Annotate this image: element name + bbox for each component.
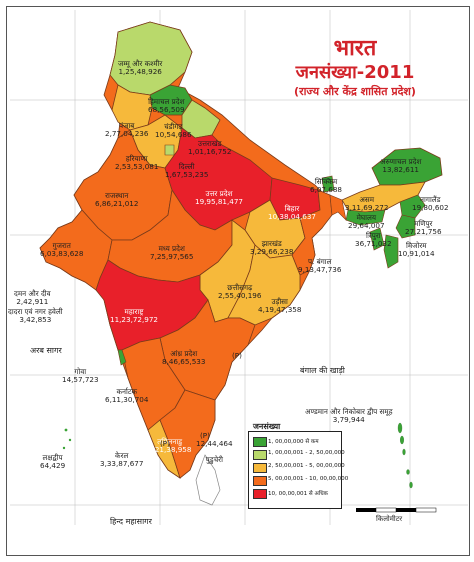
legend-swatch bbox=[253, 437, 267, 447]
label-wb: प. बंगाल 9,13,47,736 bbox=[298, 257, 342, 274]
label-mz: मिजोरम 10,91,014 bbox=[398, 241, 435, 258]
region-tr bbox=[369, 227, 385, 251]
label-ar: अरुणाचल प्रदेश 13,82,611 bbox=[380, 157, 422, 174]
srilanka-outline bbox=[195, 454, 221, 506]
label-hr: हरियाणा 2,53,53,081 bbox=[115, 154, 159, 171]
marker-p1: (P) bbox=[232, 351, 242, 360]
legend-swatch bbox=[253, 489, 267, 499]
legend-item: 5, 00,00,001 - 10, 00,00,000 bbox=[253, 475, 348, 486]
label-jh: झारखंड 3,29,66,238 bbox=[250, 239, 294, 256]
sea-bengal: बंगाल की खाड़ी bbox=[300, 366, 345, 375]
region-nl bbox=[399, 194, 426, 219]
island-lakshadweep bbox=[62, 428, 72, 450]
region-mn bbox=[395, 214, 416, 239]
legend-label: 2, 50,00,001 - 5, 00,00,000 bbox=[268, 463, 345, 469]
label-mp: मध्य प्रदेश 7,25,97,565 bbox=[150, 244, 194, 261]
scale-bar bbox=[356, 507, 437, 513]
legend-item: 2, 50,00,001 - 5, 00,00,000 bbox=[253, 462, 345, 473]
label-ld: लक्षद्वीप 64,429 bbox=[40, 453, 66, 470]
legend-item: 1, 00,00,000 से कम bbox=[253, 436, 341, 447]
label-cg: छत्तीसगढ़ 2,55,40,196 bbox=[218, 283, 262, 300]
label-mn: मणिपुर 27,21,756 bbox=[405, 219, 442, 236]
legend-title: जनसंख्या bbox=[253, 422, 281, 431]
legend-label: 10, 00,00,001 से अधिक bbox=[268, 491, 328, 497]
region-mz bbox=[383, 234, 399, 269]
label-uk: उत्तराखंड 1,01,16,752 bbox=[188, 139, 232, 156]
legend-swatch bbox=[253, 476, 267, 486]
region-tn bbox=[159, 389, 216, 479]
region-od bbox=[227, 244, 301, 326]
marker-p2: (P) bbox=[160, 439, 170, 448]
label-ka: कर्नाटक 6,11,30,704 bbox=[105, 387, 149, 404]
legend-item: 1, 00,00,001 - 2, 50,00,000 bbox=[253, 449, 345, 460]
label-rj: राजस्थान 6,86,21,012 bbox=[95, 191, 139, 208]
legend-item: 10, 00,00,001 से अधिक bbox=[253, 488, 341, 499]
label-ap: आंध्र प्रदेश 8,46,65,533 bbox=[162, 349, 206, 366]
label-pb: पंजाब 2,77,04,236 bbox=[105, 121, 149, 138]
label-py: 12,44,464 पुडुचेरी bbox=[196, 439, 233, 464]
label-jk: जम्मू और कश्मीर 1,25,48,926 bbox=[118, 59, 163, 76]
label-dnh: दादरा एवं नगर हवेली 3,42,853 bbox=[8, 307, 63, 324]
label-gj: गुजरात 6,03,83,628 bbox=[40, 241, 84, 258]
sea-indian: हिन्द महासागर bbox=[110, 517, 152, 526]
label-kl: केरल 3,33,87,677 bbox=[100, 451, 144, 468]
scale-label: किलोमीटर bbox=[376, 515, 403, 523]
island-andaman bbox=[397, 422, 413, 489]
label-ch: चंडीगढ़ 10,54,686 bbox=[155, 122, 192, 139]
map-title-1: भारत bbox=[333, 36, 377, 61]
marker-p3: (P) bbox=[200, 431, 210, 440]
label-dd: दमन और दीव 2,42,911 bbox=[14, 289, 51, 306]
label-hp: हिमाचल प्रदेश 68,56,509 bbox=[148, 97, 185, 114]
region-dl bbox=[164, 144, 175, 156]
legend-label: 1, 00,00,000 से कम bbox=[268, 439, 319, 445]
region-ga bbox=[117, 349, 127, 366]
label-mh: महाराष्ट्र 11,23,72,972 bbox=[110, 307, 159, 324]
region-corridor bbox=[329, 194, 347, 221]
label-sk: सिक्किम 6,07,688 bbox=[310, 177, 343, 194]
label-dl: दिल्ली 1,67,53,235 bbox=[165, 162, 209, 179]
label-an: अण्डमान और निकोबार द्वीप समूह 3,79,944 bbox=[305, 407, 393, 424]
legend-label: 1, 00,00,001 - 2, 50,00,000 bbox=[268, 450, 345, 456]
map-title-3: (राज्य और केंद्र शासित प्रदेश) bbox=[294, 85, 416, 98]
label-br: बिहार 10,38,04,637 bbox=[268, 204, 317, 221]
legend-swatch bbox=[253, 450, 267, 460]
label-ga: गोवा 14,57,723 bbox=[62, 367, 99, 384]
label-tn: तमिलनाडु 7,21,38,958 bbox=[148, 437, 192, 454]
sea-arabian: अरब सागर bbox=[30, 346, 62, 355]
label-tr: त्रिपुरा 36,71,032 bbox=[355, 231, 392, 248]
legend-swatch bbox=[253, 463, 267, 473]
region-sk bbox=[321, 175, 335, 193]
legend: जनसंख्या 1, 00,00,000 से कम 1, 00,00,001… bbox=[248, 422, 348, 509]
label-as: असम 3,11,69,272 bbox=[345, 195, 389, 212]
label-nl: नागालैंड 19,80,602 bbox=[412, 195, 449, 212]
label-ml: मेघालय 29,64,007 bbox=[348, 213, 385, 230]
label-od: उड़ीसा 4,19,47,358 bbox=[258, 297, 302, 314]
map-title-2: जनसंख्या-2011 bbox=[295, 62, 415, 83]
legend-label: 5, 00,00,001 - 10, 00,00,000 bbox=[268, 476, 349, 482]
label-up: उत्तर प्रदेश 19,95,81,477 bbox=[195, 189, 244, 206]
